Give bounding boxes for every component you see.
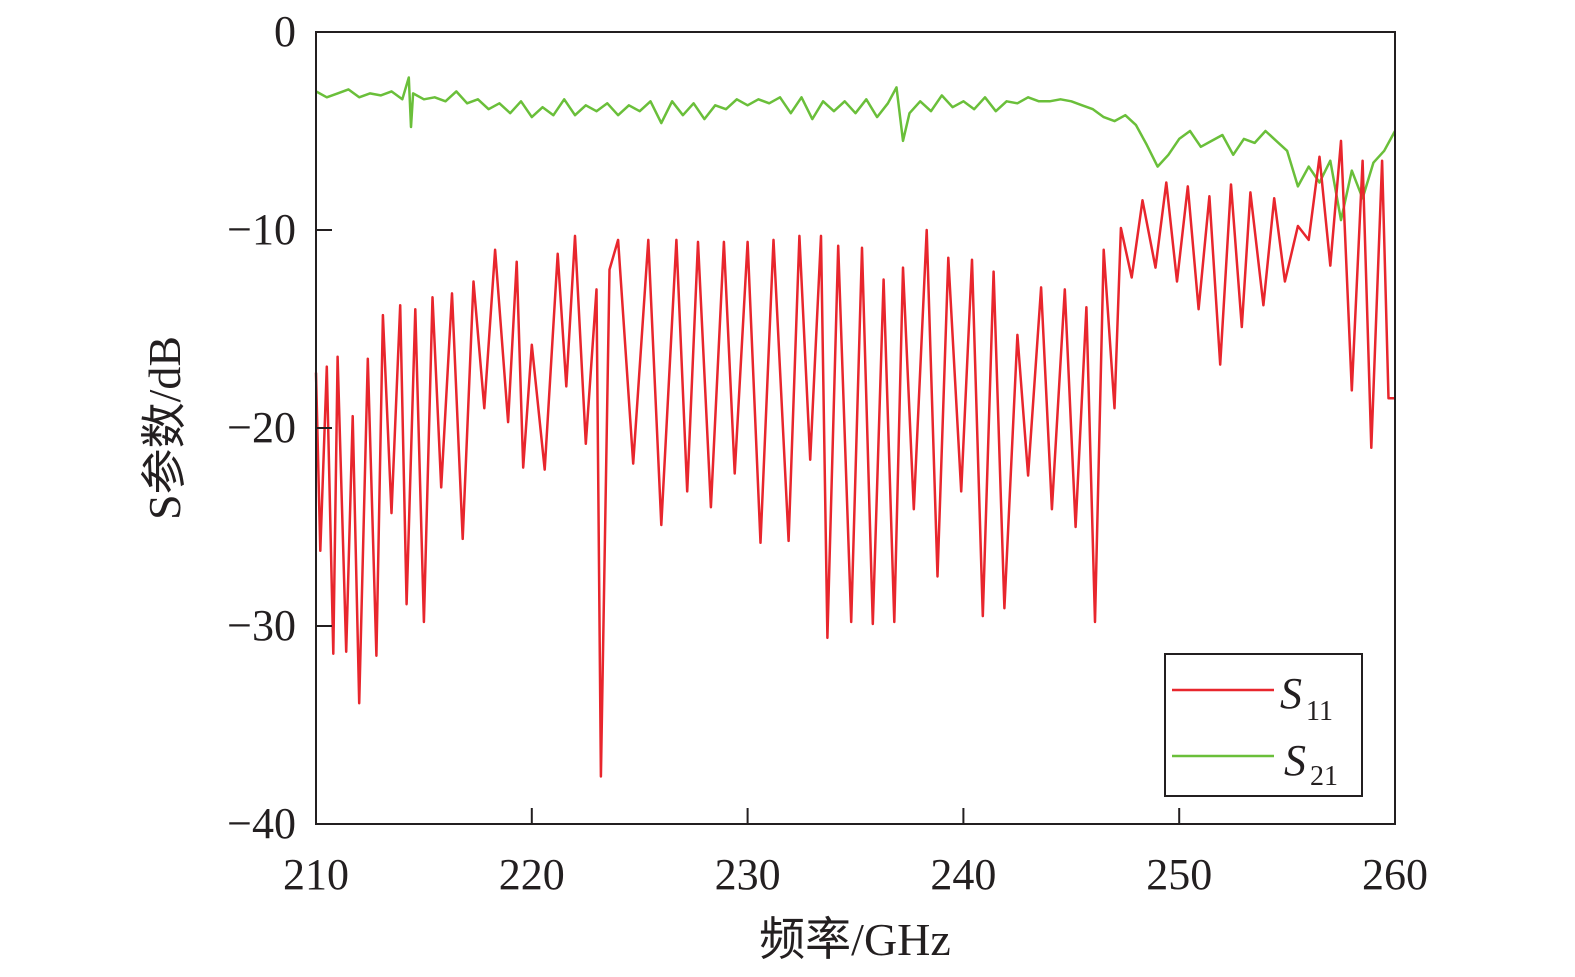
x-tick-label: 240 — [930, 850, 996, 899]
series-layer — [314, 76, 1397, 778]
legend-label-s11: S — [1280, 669, 1302, 718]
series-line-s21 — [315, 76, 1397, 222]
legend-sub-s21: 21 — [1310, 761, 1338, 792]
x-tick-label: 250 — [1146, 850, 1212, 899]
x-tick-label: 260 — [1362, 850, 1428, 899]
y-axis-title: S参数/dB — [139, 336, 190, 520]
x-tick-label: 210 — [283, 850, 349, 899]
y-tick-label: −20 — [227, 403, 296, 452]
y-tick-label: 0 — [274, 7, 296, 56]
legend-box — [1164, 653, 1363, 797]
x-tick-label: 220 — [499, 850, 565, 899]
y-tick-label: −30 — [227, 601, 296, 650]
legend: S 11 S 21 — [1164, 653, 1363, 797]
y-tick-label: −40 — [227, 799, 296, 848]
legend-sub-s11: 11 — [1306, 696, 1333, 727]
x-axis-title: 频率/GHz — [759, 914, 951, 965]
legend-label-s21: S — [1284, 736, 1306, 785]
tick-layer: 210 220 230 240 250 260 0 −10 −20 −30 −40 — [227, 7, 1428, 899]
x-tick-label: 230 — [715, 850, 781, 899]
series-line-s11 — [314, 139, 1395, 778]
y-tick-label: −10 — [227, 205, 296, 254]
